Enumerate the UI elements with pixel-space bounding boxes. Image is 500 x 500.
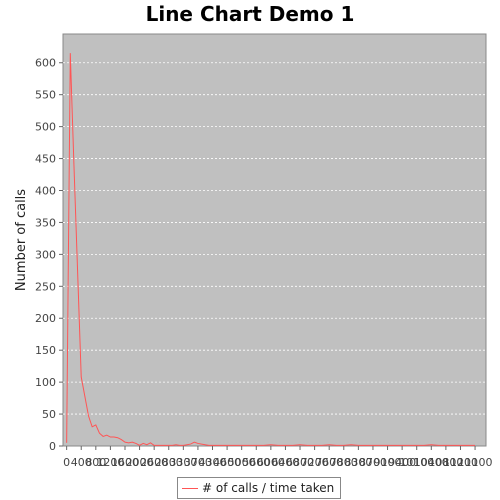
y-axis: 0 50 100 150 200 250 300 350 400 450 500 550 600	[35, 57, 63, 453]
x-tick-label: 0	[63, 456, 70, 469]
series-line	[66, 53, 476, 446]
x-tick-label: 11200	[443, 456, 478, 469]
x-tick-label: 10100	[399, 456, 434, 469]
x-tick-label: 7800	[330, 456, 358, 469]
x-tick-label: 8300	[344, 456, 372, 469]
x-tick-label: 5600	[242, 456, 270, 469]
x-tick-label: 1200	[96, 456, 124, 469]
x-tick-label: 800	[85, 456, 106, 469]
legend-swatch	[182, 487, 198, 489]
y-tick-label: 50	[42, 408, 56, 421]
x-tick-label: 2000	[126, 456, 154, 469]
x-tick-label: 5000	[228, 456, 256, 469]
y-tick-label: 300	[35, 248, 56, 261]
x-tick-label: 10800	[428, 456, 463, 469]
x-tick-label: 7600	[315, 456, 343, 469]
x-tick-label: 7200	[301, 456, 329, 469]
y-tick-label: 350	[35, 216, 56, 229]
x-tick-label: 4600	[213, 456, 241, 469]
legend-label: # of calls / time taken	[202, 481, 335, 495]
grid-lines	[63, 62, 486, 415]
x-tick-label: 9400	[388, 456, 416, 469]
chart-title: Line Chart Demo 1	[145, 2, 355, 26]
x-tick-label: 2800	[155, 456, 183, 469]
y-tick-label: 400	[35, 184, 56, 197]
x-tick-label: 11100	[458, 456, 493, 469]
x-tick-label: 6000	[257, 456, 285, 469]
x-tick-label: 2600	[140, 456, 168, 469]
y-axis-label: Number of calls	[14, 189, 29, 291]
x-tick-label: 9100	[374, 456, 402, 469]
x-tick-label: 6400	[271, 456, 299, 469]
y-tick-label: 150	[35, 344, 56, 357]
y-tick-label: 600	[35, 57, 56, 70]
x-tick-label: 400	[71, 456, 92, 469]
y-tick-label: 500	[35, 121, 56, 134]
x-axis: 0 400800120016002000260028003300370043004…	[63, 446, 493, 469]
plot-area	[62, 33, 487, 447]
x-tick-label: 3300	[169, 456, 197, 469]
x-tick-label: 8700	[359, 456, 387, 469]
y-tick-label: 100	[35, 376, 56, 389]
y-tick-label: 0	[49, 440, 56, 453]
series-group	[66, 53, 476, 446]
x-tick-label: 10400	[414, 456, 449, 469]
y-tick-label: 250	[35, 280, 56, 293]
legend: # of calls / time taken	[177, 477, 342, 499]
x-tick-label: 3700	[184, 456, 212, 469]
y-tick-label: 200	[35, 312, 56, 325]
x-tick-label: 6800	[286, 456, 314, 469]
x-tick-label: 1600	[111, 456, 139, 469]
x-tick-label: 4300	[199, 456, 227, 469]
y-tick-label: 550	[35, 89, 56, 102]
y-tick-label: 450	[35, 153, 56, 166]
